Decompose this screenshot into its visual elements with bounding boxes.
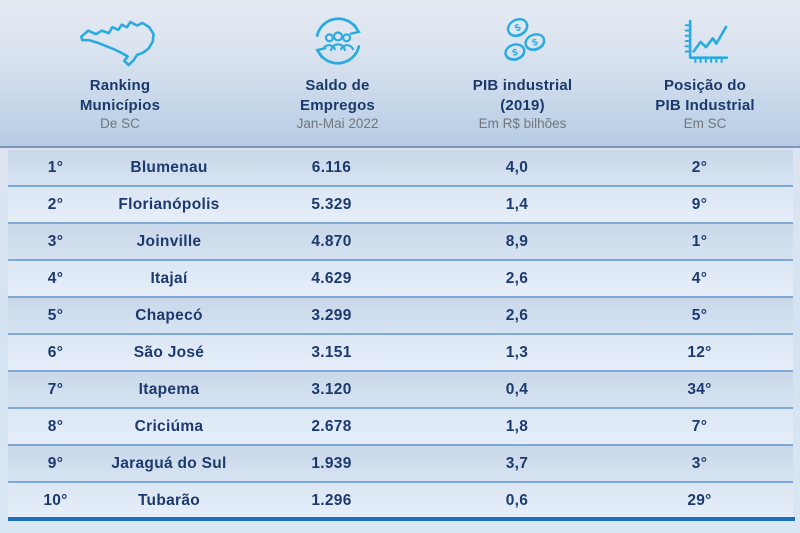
svg-text:$: $ [513,22,523,35]
sc-state-map-icon [77,10,163,72]
table-row: 10° Tubarão 1.296 0,6 29° [8,481,793,518]
svg-text:$: $ [511,47,520,59]
posicao-pib-cell: 34° [687,380,712,398]
rank-cell: 8° [47,417,64,435]
column-subtitle: Jan-Mai 2022 [296,116,379,131]
pib-industrial-cell: 8,9 [505,232,529,250]
saldo-empregos-cell: 1.939 [311,454,352,472]
column-header-pib-industrial: $ $ $ PIB industrial (2019) [435,0,610,146]
column-title: Ranking Municípios [79,77,161,114]
column-title: Saldo de Empregos [300,77,375,114]
table-header: Ranking Municípios De SC [0,0,800,148]
posicao-pib-cell: 29° [687,491,712,509]
table-row: 8° Criciúma 2.678 1,8 7° [8,407,793,444]
rank-cell: 6° [47,343,64,361]
posicao-pib-cell: 3° [691,454,708,472]
posicao-pib-cell: 12° [687,343,712,361]
saldo-empregos-cell: 4.629 [311,269,352,287]
table-body: 1° Blumenau 6.116 4,0 2° 2° Florianópoli… [8,150,793,518]
municipality-cell: Tubarão [137,491,201,509]
column-header-ranking: Ranking Municípios De SC [0,0,240,146]
posicao-pib-cell: 5° [691,306,708,324]
table-row: 7° Itapema 3.120 0,4 34° [8,370,793,407]
rank-cell: 5° [47,306,64,324]
rank-cell: 4° [47,269,64,287]
column-subtitle: De SC [100,116,140,131]
pib-industrial-cell: 4,0 [505,158,529,176]
rank-cell: 3° [47,232,64,250]
pib-industrial-cell: 2,6 [505,269,529,287]
municipality-cell: Jaraguá do Sul [111,454,227,472]
saldo-empregos-cell: 6.116 [311,158,352,176]
municipality-cell: Itajaí [150,269,188,287]
table-row: 6° São José 3.151 1,3 12° [8,333,793,370]
table-row: 1° Blumenau 6.116 4,0 2° [8,150,793,185]
saldo-empregos-cell: 1.296 [311,491,352,509]
pib-industrial-cell: 1,4 [505,195,529,213]
municipality-cell: São José [133,343,205,361]
table-row: 3° Joinville 4.870 8,9 1° [8,222,793,259]
municipality-cell: Criciúma [134,417,204,435]
rank-cell: 2° [47,195,64,213]
pib-industrial-cell: 1,3 [505,343,529,361]
coins-icon: $ $ $ [494,10,552,72]
table-row: 2° Florianópolis 5.329 1,4 9° [8,185,793,222]
chart-line-icon [677,10,733,72]
column-header-saldo-empregos: Saldo de Empregos Jan-Mai 2022 [240,0,435,146]
saldo-empregos-cell: 4.870 [311,232,352,250]
saldo-empregos-cell: 3.151 [311,343,352,361]
posicao-pib-cell: 1° [691,232,708,250]
municipality-cell: Itapema [138,380,200,398]
column-header-posicao-pib: Posição do PIB Industrial Em SC [610,0,800,146]
saldo-empregos-cell: 2.678 [311,417,352,435]
rank-cell: 7° [47,380,64,398]
posicao-pib-cell: 9° [691,195,708,213]
table-row: 9° Jaraguá do Sul 1.939 3,7 3° [8,444,793,481]
column-title: Posição do PIB Industrial [655,77,755,114]
rank-cell: 9° [47,454,64,472]
svg-text:$: $ [530,37,540,49]
table-row: 5° Chapecó 3.299 2,6 5° [8,296,793,333]
pib-industrial-cell: 3,7 [505,454,529,472]
saldo-empregos-cell: 3.120 [311,380,352,398]
posicao-pib-cell: 2° [691,158,708,176]
pib-industrial-cell: 1,8 [505,417,529,435]
people-cycle-icon [309,10,367,72]
bottom-rule [8,517,795,521]
pib-industrial-cell: 0,6 [505,491,529,509]
saldo-empregos-cell: 3.299 [311,306,352,324]
column-subtitle: Em R$ bilhões [478,116,567,131]
column-subtitle: Em SC [683,116,727,131]
posicao-pib-cell: 4° [691,269,708,287]
municipality-cell: Florianópolis [118,195,220,213]
rank-cell: 10° [43,491,68,509]
column-title: PIB industrial (2019) [472,77,573,114]
posicao-pib-cell: 7° [691,417,708,435]
pib-industrial-cell: 2,6 [505,306,529,324]
saldo-empregos-cell: 5.329 [311,195,352,213]
table-row: 4° Itajaí 4.629 2,6 4° [8,259,793,296]
municipality-cell: Chapecó [135,306,203,324]
municipality-cell: Joinville [136,232,202,250]
municipality-cell: Blumenau [130,158,208,176]
pib-industrial-cell: 0,4 [505,380,529,398]
rank-cell: 1° [47,158,64,176]
